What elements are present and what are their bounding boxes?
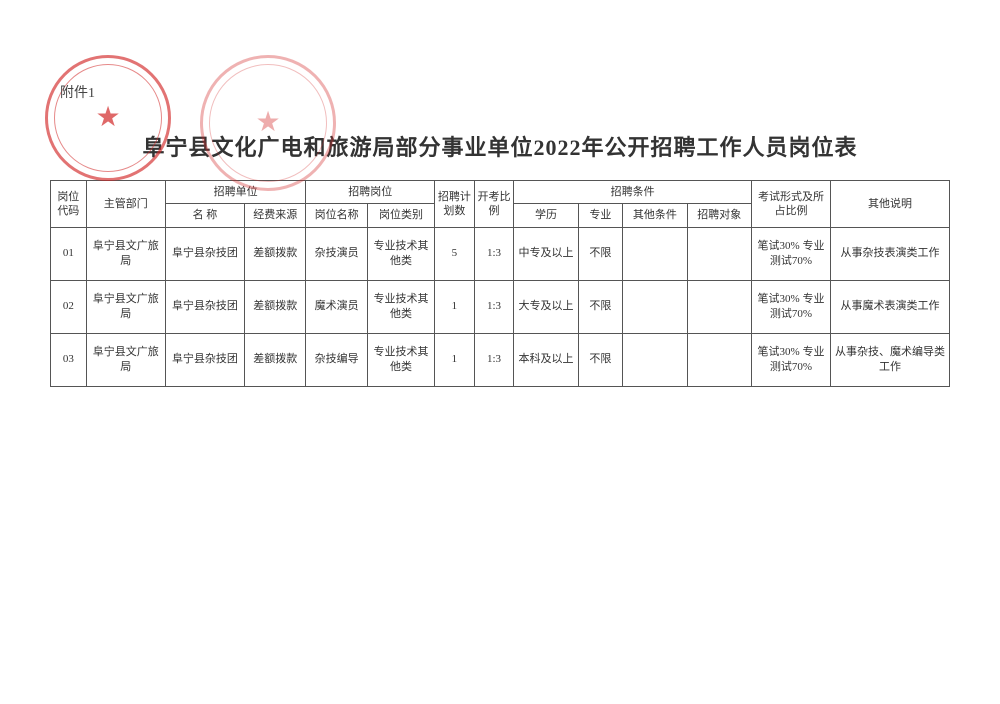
cell-unit-fund: 差额拨款 [245, 333, 306, 386]
th-cond-edu: 学历 [514, 204, 578, 227]
cell-code: 02 [51, 280, 87, 333]
cell-post-name: 杂技演员 [306, 227, 367, 280]
cell-cond-major: 不限 [578, 227, 623, 280]
cell-exam: 笔试30% 专业测试70% [751, 227, 830, 280]
cell-dept: 阜宁县文广旅局 [86, 333, 165, 386]
table-row: 02 阜宁县文广旅局 阜宁县杂技团 差额拨款 魔术演员 专业技术其他类 1 1:… [51, 280, 950, 333]
th-post-name: 岗位名称 [306, 204, 367, 227]
cell-cond-target [687, 280, 751, 333]
cell-cond-other [623, 280, 687, 333]
table-row: 03 阜宁县文广旅局 阜宁县杂技团 差额拨款 杂技编导 专业技术其他类 1 1:… [51, 333, 950, 386]
th-remark: 其他说明 [831, 181, 950, 228]
cell-exam: 笔试30% 专业测试70% [751, 333, 830, 386]
cell-unit-fund: 差额拨款 [245, 227, 306, 280]
table-body: 01 阜宁县文广旅局 阜宁县杂技团 差额拨款 杂技演员 专业技术其他类 5 1:… [51, 227, 950, 386]
cell-cond-major: 不限 [578, 280, 623, 333]
cell-dept: 阜宁县文广旅局 [86, 280, 165, 333]
cell-cond-target [687, 333, 751, 386]
job-postings-table: 岗位代码 主管部门 招聘单位 招聘岗位 招聘计划数 开考比例 招聘条件 考试形式… [50, 180, 950, 387]
th-post-group: 招聘岗位 [306, 181, 435, 204]
cell-post-type: 专业技术其他类 [367, 333, 434, 386]
cell-plan: 5 [435, 227, 475, 280]
th-dept: 主管部门 [86, 181, 165, 228]
th-post-type: 岗位类别 [367, 204, 434, 227]
th-plan: 招聘计划数 [435, 181, 475, 228]
cell-unit-name: 阜宁县杂技团 [165, 227, 244, 280]
th-cond-major: 专业 [578, 204, 623, 227]
cell-ratio: 1:3 [474, 333, 514, 386]
cell-ratio: 1:3 [474, 227, 514, 280]
official-seal-1: ★ [45, 55, 171, 181]
cell-post-name: 杂技编导 [306, 333, 367, 386]
th-cond-group: 招聘条件 [514, 181, 752, 204]
page: ★ ★ 附件1 阜宁县文化广电和旅游局部分事业单位2022年公开招聘工作人员岗位… [0, 0, 1000, 704]
attachment-label: 附件1 [60, 82, 95, 102]
cell-remark: 从事杂技表演类工作 [831, 227, 950, 280]
cell-cond-target [687, 227, 751, 280]
cell-unit-name: 阜宁县杂技团 [165, 280, 244, 333]
cell-unit-fund: 差额拨款 [245, 280, 306, 333]
cell-cond-edu: 中专及以上 [514, 227, 578, 280]
official-seal-2: ★ [200, 55, 336, 191]
th-unit-group: 招聘单位 [165, 181, 306, 204]
th-code: 岗位代码 [51, 181, 87, 228]
cell-post-type: 专业技术其他类 [367, 227, 434, 280]
cell-code: 01 [51, 227, 87, 280]
cell-remark: 从事魔术表演类工作 [831, 280, 950, 333]
cell-remark: 从事杂技、魔术编导类工作 [831, 333, 950, 386]
table-header: 岗位代码 主管部门 招聘单位 招聘岗位 招聘计划数 开考比例 招聘条件 考试形式… [51, 181, 950, 228]
th-cond-target: 招聘对象 [687, 204, 751, 227]
cell-plan: 1 [435, 280, 475, 333]
cell-dept: 阜宁县文广旅局 [86, 227, 165, 280]
cell-post-type: 专业技术其他类 [367, 280, 434, 333]
th-unit-fund: 经费来源 [245, 204, 306, 227]
table-row: 01 阜宁县文广旅局 阜宁县杂技团 差额拨款 杂技演员 专业技术其他类 5 1:… [51, 227, 950, 280]
cell-ratio: 1:3 [474, 280, 514, 333]
th-cond-other: 其他条件 [623, 204, 687, 227]
th-unit-name: 名 称 [165, 204, 244, 227]
th-exam: 考试形式及所占比例 [751, 181, 830, 228]
cell-post-name: 魔术演员 [306, 280, 367, 333]
cell-code: 03 [51, 333, 87, 386]
cell-cond-major: 不限 [578, 333, 623, 386]
cell-plan: 1 [435, 333, 475, 386]
cell-exam: 笔试30% 专业测试70% [751, 280, 830, 333]
cell-cond-edu: 本科及以上 [514, 333, 578, 386]
cell-unit-name: 阜宁县杂技团 [165, 333, 244, 386]
cell-cond-edu: 大专及以上 [514, 280, 578, 333]
th-ratio: 开考比例 [474, 181, 514, 228]
page-title: 阜宁县文化广电和旅游局部分事业单位2022年公开招聘工作人员岗位表 [50, 130, 950, 162]
cell-cond-other [623, 333, 687, 386]
cell-cond-other [623, 227, 687, 280]
